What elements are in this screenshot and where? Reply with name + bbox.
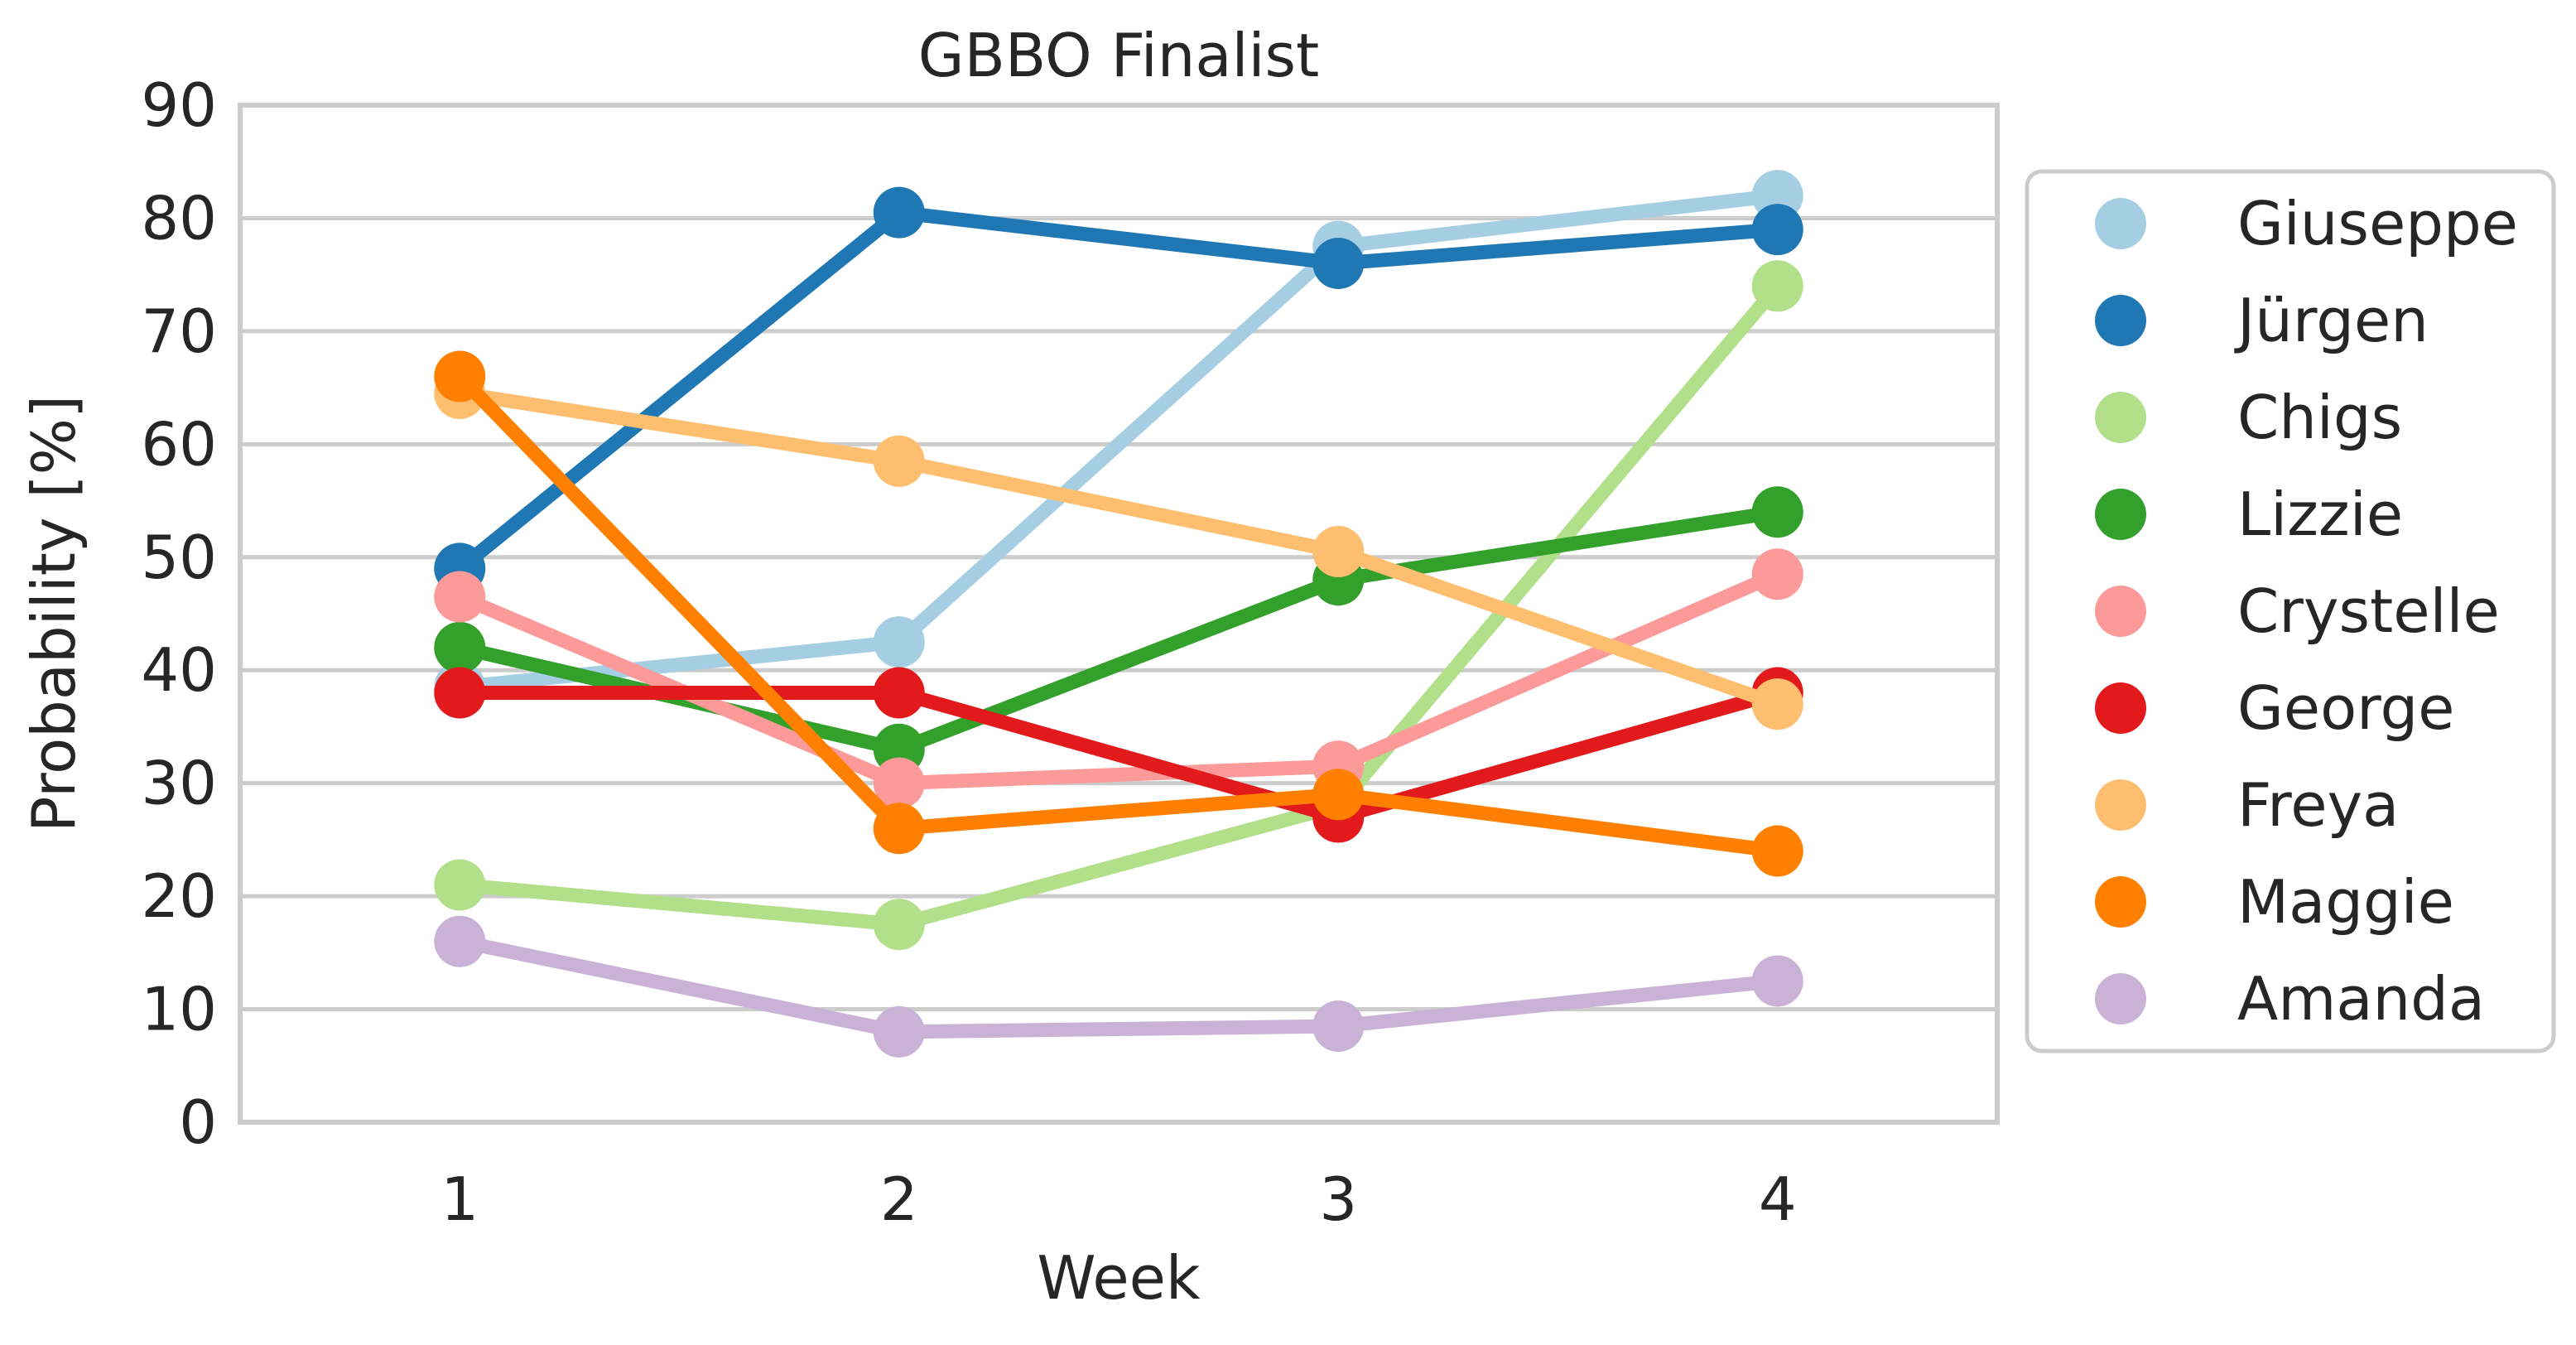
data-point	[434, 621, 486, 673]
y-tick-label: 30	[141, 749, 217, 818]
legend-marker	[2095, 876, 2146, 928]
series-line	[452, 188, 1785, 695]
data-point	[434, 350, 486, 403]
legend-marker	[2095, 682, 2146, 734]
legend-marker	[2095, 198, 2146, 249]
legend-label: George	[2237, 673, 2454, 743]
series-line	[452, 205, 1785, 576]
y-tick-label: 10	[141, 975, 217, 1044]
data-point	[1751, 955, 1803, 1007]
data-point	[873, 435, 925, 487]
data-point	[434, 915, 486, 967]
legend-marker	[2095, 586, 2146, 637]
legend-item: Lizzie	[2095, 480, 2403, 549]
legend-item: George	[2095, 673, 2454, 743]
data-point	[434, 859, 486, 911]
data-point	[873, 757, 925, 809]
legend-items: Giuseppe Jürgen Chigs Lizzie Crystelle George…	[2095, 189, 2518, 1034]
y-tick-label: 60	[141, 409, 217, 479]
data-point	[1751, 486, 1803, 538]
legend-label: Lizzie	[2237, 480, 2403, 549]
legend-marker	[2095, 392, 2146, 443]
legend-label: Amanda	[2237, 964, 2485, 1034]
data-point	[873, 667, 925, 719]
y-tick-label: 50	[141, 523, 217, 592]
chart-title: GBBO Finalist	[918, 21, 1320, 90]
series-crystelle	[434, 548, 1803, 809]
legend-item: Amanda	[2095, 964, 2485, 1034]
data-point	[1312, 769, 1365, 821]
series-amanda	[434, 915, 1803, 1058]
data-point	[434, 667, 486, 719]
y-tick-label: 90	[141, 70, 217, 140]
data-point	[873, 186, 925, 239]
data-point	[1751, 678, 1803, 730]
data-point	[873, 1005, 925, 1058]
data-point	[1751, 260, 1803, 312]
x-tick-label: 3	[1319, 1164, 1357, 1234]
series-line	[452, 934, 1785, 1039]
legend-item: Crystelle	[2095, 576, 2500, 646]
plot-frame	[238, 103, 2000, 1125]
y-tick-label: 20	[141, 861, 217, 931]
legend-marker	[2095, 779, 2146, 831]
legend: Giuseppe Jürgen Chigs Lizzie Crystelle George…	[2025, 169, 2556, 1053]
legend-item: Chigs	[2095, 383, 2402, 452]
legend-item: Freya	[2095, 770, 2399, 840]
legend-marker	[2095, 973, 2146, 1024]
series-line	[452, 386, 1785, 711]
data-point	[1751, 825, 1803, 877]
series-lizzie	[434, 486, 1803, 775]
x-tick-label: 4	[1759, 1164, 1797, 1234]
data-point	[873, 803, 925, 855]
legend-label: Chigs	[2237, 383, 2402, 452]
legend-item: Giuseppe	[2095, 189, 2518, 258]
data-point	[1312, 1000, 1365, 1053]
series-giuseppe	[434, 170, 1803, 713]
series-line	[452, 686, 1785, 825]
data-point	[1751, 204, 1803, 256]
data-point	[873, 616, 925, 668]
data-point	[873, 899, 925, 951]
legend-marker	[2095, 295, 2146, 346]
axes: GBBO Finalist Week Probability [%] 0 10 20…	[19, 21, 1797, 1313]
series-chigs	[434, 260, 1803, 951]
legend-item: Jürgen	[2095, 286, 2429, 355]
legend-frame	[2025, 169, 2556, 1053]
y-axis-label: Probability [%]	[19, 395, 89, 832]
x-axis-label: Week	[1037, 1243, 1201, 1313]
y-tick-label: 40	[141, 635, 217, 705]
legend-label: Giuseppe	[2237, 189, 2518, 258]
x-tick-label: 1	[441, 1164, 479, 1234]
series-george	[434, 667, 1803, 843]
legend-label: Crystelle	[2237, 576, 2500, 646]
data-point	[1312, 238, 1365, 290]
legend-label: Maggie	[2237, 867, 2454, 937]
data-point	[1751, 548, 1803, 600]
legend-marker	[2095, 489, 2146, 540]
series-layer	[434, 170, 1803, 1058]
x-tick-label: 2	[880, 1164, 918, 1234]
series-jürgen	[434, 186, 1803, 595]
data-point	[434, 571, 486, 623]
legend-label: Jürgen	[2234, 286, 2429, 355]
series-line	[452, 369, 1785, 859]
y-tick-label: 70	[141, 296, 217, 366]
legend-label: Freya	[2237, 770, 2399, 840]
y-tick-label: 80	[141, 183, 217, 253]
y-tick-label: 0	[179, 1087, 217, 1157]
data-point	[1312, 525, 1365, 577]
legend-item: Maggie	[2095, 867, 2454, 937]
series-maggie	[434, 350, 1803, 877]
